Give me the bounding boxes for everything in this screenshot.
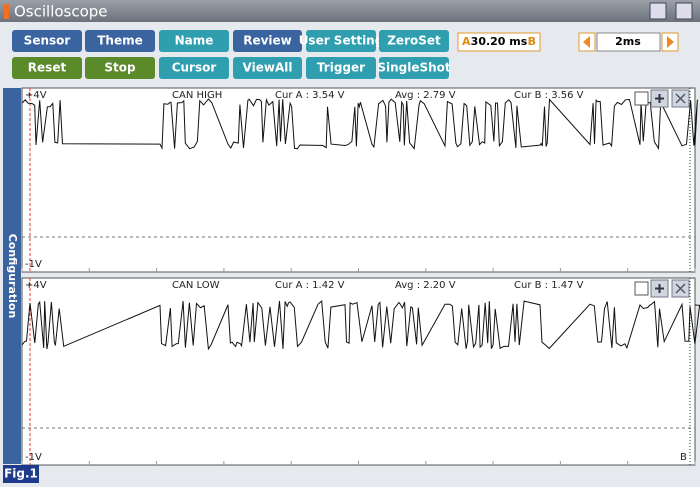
cursor-a-value: Cur A : 3.54 V — [275, 90, 345, 101]
timebase-box — [596, 32, 661, 52]
close-icon — [675, 93, 686, 104]
toolbar-button-label: Stop — [104, 61, 136, 75]
channel-name: CAN HIGH — [172, 90, 222, 101]
waveform — [21, 97, 698, 151]
toolbar-button[interactable] — [306, 57, 376, 79]
toolbar-button[interactable] — [233, 57, 302, 79]
cursor-delta: 30.20 ms — [471, 35, 528, 48]
checkbox[interactable] — [634, 281, 649, 296]
toolbar-button-label: Sensor — [24, 34, 71, 48]
scope-panel — [21, 87, 696, 273]
cursor-a: A — [462, 35, 471, 48]
toolbar-button-label: ViewAll — [243, 61, 293, 75]
toolbar-button-label: Reset — [28, 61, 67, 75]
side-tab-label: Configuration — [6, 234, 19, 319]
average-value: Avg : 2.20 V — [395, 280, 456, 291]
cursor-b: B — [528, 35, 536, 48]
zoom-icon — [655, 284, 664, 293]
cursor-b-value: Cur B : 3.56 V — [514, 90, 584, 101]
checkbox[interactable] — [634, 91, 649, 106]
toolbar-button[interactable] — [85, 57, 155, 79]
toolbar-button[interactable] — [159, 30, 229, 52]
cursor-b-marker: B — [680, 452, 687, 463]
channel-name: CAN LOW — [172, 280, 220, 291]
toolbar-button[interactable] — [12, 30, 82, 52]
cursor-a-value: Cur A : 1.42 V — [275, 280, 345, 291]
toolbar-button-label: Name — [175, 34, 214, 48]
toolbar-button-label: SingleShot — [377, 61, 451, 75]
zoom-icon — [655, 94, 664, 103]
toolbar-button[interactable] — [12, 57, 82, 79]
toolbar-button-label: User Setting — [299, 34, 384, 48]
toolbar-button[interactable] — [85, 30, 155, 52]
toolbar-button-label: Cursor — [172, 61, 217, 75]
window-title: Oscilloscope — [14, 3, 108, 21]
scale-top: +4V — [25, 280, 47, 291]
toolbar-button[interactable] — [233, 30, 302, 52]
figure-label-box — [3, 465, 39, 483]
timebase: 2ms — [615, 35, 641, 48]
toolbar-button[interactable] — [379, 30, 449, 52]
scale-bottom: -1V — [25, 452, 42, 463]
scope-panel — [21, 277, 696, 466]
toolbar-button-label: Trigger — [317, 61, 365, 75]
arrow-right — [667, 36, 674, 48]
toolbar-button-label: ZeroSet — [387, 34, 441, 48]
waveform — [21, 299, 700, 351]
window-button[interactable] — [649, 2, 667, 20]
title-bar — [0, 0, 700, 22]
scale-bottom: -1V — [25, 259, 42, 270]
average-value: Avg : 2.79 V — [395, 90, 456, 101]
toolbar-button[interactable] — [379, 57, 449, 79]
arrow-left — [583, 36, 590, 48]
menu-button[interactable] — [675, 2, 693, 20]
toolbar-button[interactable] — [306, 30, 376, 52]
toolbar-button-label: Theme — [97, 34, 143, 48]
toolbar-button[interactable] — [159, 57, 229, 79]
close-icon — [675, 283, 686, 294]
title-icon — [4, 4, 9, 19]
scale-top: +4V — [25, 90, 47, 101]
figure-label: Fig.1 — [4, 467, 38, 481]
cursor-box — [457, 32, 541, 52]
cursor-b-value: Cur B : 1.47 V — [514, 280, 584, 291]
toolbar-button-label: Review — [243, 34, 292, 48]
side-tab[interactable] — [3, 88, 21, 464]
